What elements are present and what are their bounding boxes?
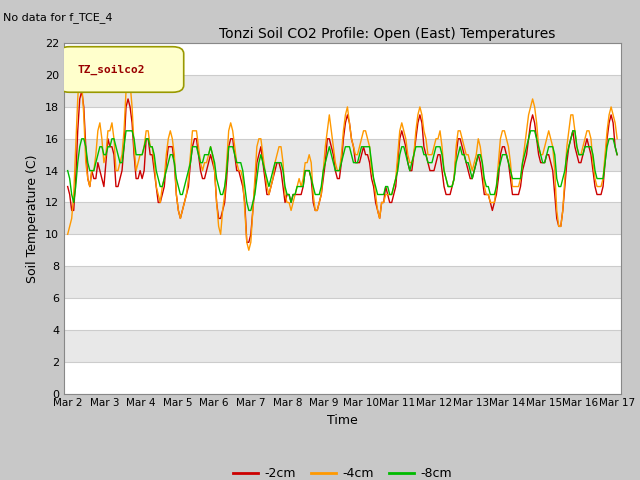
FancyBboxPatch shape <box>58 47 184 92</box>
Bar <box>64 75 621 107</box>
Legend: -2cm, -4cm, -8cm: -2cm, -4cm, -8cm <box>228 462 456 480</box>
Bar <box>64 139 621 170</box>
Title: Tonzi Soil CO2 Profile: Open (East) Temperatures: Tonzi Soil CO2 Profile: Open (East) Temp… <box>219 27 555 41</box>
Bar <box>64 266 621 298</box>
Bar <box>64 298 621 330</box>
Bar <box>64 170 621 203</box>
Bar <box>64 107 621 139</box>
Bar <box>64 43 621 75</box>
Y-axis label: Soil Temperature (C): Soil Temperature (C) <box>26 154 39 283</box>
Text: No data for f_TCE_4: No data for f_TCE_4 <box>3 12 113 23</box>
Bar <box>64 330 621 362</box>
Bar <box>64 234 621 266</box>
Bar <box>64 362 621 394</box>
Bar <box>64 203 621 234</box>
Text: TZ_soilco2: TZ_soilco2 <box>78 64 145 74</box>
X-axis label: Time: Time <box>327 414 358 427</box>
